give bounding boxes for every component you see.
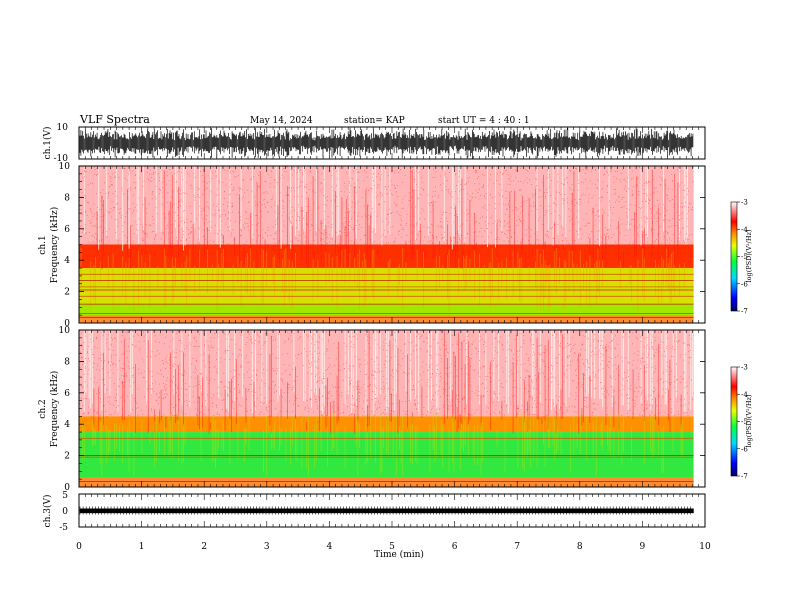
start-ut-label: start UT = 4 : 40 : 1 (438, 116, 530, 126)
time-tick-label-5: 5 (389, 542, 395, 552)
ch1-colorbar: -3 -4 -5 -6 -7 log(PSD)(V²/Hz) (730, 199, 753, 316)
time-tick-label-6: 6 (452, 542, 458, 552)
ch3-ytick-bottom: -5 (59, 523, 68, 533)
time-axis-ticks (78, 127, 706, 527)
band-2 (79, 268, 694, 305)
no-data-tail (693, 330, 705, 487)
time-axis-labels: 0 1 2 3 4 5 6 7 8 9 10 (76, 542, 711, 552)
station-label: station= KAP (344, 116, 405, 126)
ytick-label: 4 (64, 256, 70, 266)
ch2-spectrogram-yticks: 0 2 4 6 8 10 (59, 326, 705, 493)
band-1 (79, 304, 694, 316)
colorbar-tick-label: -3 (741, 364, 748, 372)
colorbar-tick-label: -4 (741, 391, 748, 399)
colorbar-tick-label: -5 (741, 418, 748, 426)
band-3 (79, 244, 694, 269)
colorbar-tick-label: -6 (741, 280, 748, 288)
band-low-lines (79, 315, 694, 323)
figure-title: VLF Spectra (79, 113, 150, 126)
time-tick-label-2: 2 (201, 542, 207, 552)
ytick-label: 4 (64, 420, 70, 430)
colorbar-tick-label: -5 (741, 253, 748, 261)
ch2-colorbar: -3 -4 -5 -6 -7 log(PSD)(V²/Hz) (730, 364, 753, 481)
time-axis-label: Time (min) (374, 549, 424, 560)
ch1-ytick-top: 10 (57, 123, 69, 133)
streaks-white (83, 330, 693, 415)
ch2-colorbar-label: log(PSD)(V²/Hz) (745, 394, 753, 447)
ch2-spectrogram-ylabel-frequency: Frequency (kHz) (49, 371, 60, 448)
ch1-colorbar-label: log(PSD)(V²/Hz) (745, 229, 753, 282)
ytick-label: 2 (64, 452, 70, 462)
ch1-spectrogram-panel: 0 2 4 6 8 10 ch.1 Frequency (kHz) -3 -4 -5 -6 -7 … (38, 162, 753, 329)
time-tick-label-9: 9 (640, 542, 646, 552)
ch3-waveform-ylabel: ch.3(V) (42, 495, 53, 528)
ch2-colorbar-scale (730, 366, 738, 477)
colorbar-tick-label: -3 (741, 199, 748, 207)
ch2-spectrogram-panel: 0 2 4 6 8 10 ch.2 Frequency (kHz) -3 -4 -5 -6 -7 … (38, 326, 753, 493)
ch3-waveform-trace (79, 493, 694, 528)
band-low-lines (79, 477, 694, 487)
ytick-label: 8 (64, 357, 70, 367)
ch1-colorbar-scale (730, 201, 738, 312)
time-tick-label-8: 8 (577, 542, 583, 552)
no-data-tail (693, 166, 705, 323)
ytick-label: 8 (64, 193, 70, 203)
ytick-label: 0 (64, 483, 70, 493)
time-tick-label-10: 10 (699, 542, 711, 552)
ch1-waveform-ylabel: ch.1(V) (42, 127, 53, 160)
ytick-label: 10 (59, 326, 71, 336)
colorbar-tick-label: -6 (741, 445, 748, 453)
colorbar-tick-label: -7 (741, 308, 748, 316)
time-tick-label-3: 3 (264, 542, 270, 552)
colorbar-tick-label: -4 (741, 226, 748, 234)
ytick-label: 6 (64, 225, 70, 235)
date-label: May 14, 2024 (250, 116, 313, 126)
ch2-spectrogram-ylabel-channel: ch.2 (38, 399, 48, 418)
ch2-spectrogram-image (79, 329, 705, 487)
ch1-ytick-bottom: -10 (54, 154, 69, 164)
time-tick-label-1: 1 (139, 542, 145, 552)
ch3-ytick-top: 5 (62, 491, 68, 501)
time-tick-label-4: 4 (327, 542, 333, 552)
ytick-label: 10 (59, 162, 71, 172)
ch1-spectrogram-ylabel-frequency: Frequency (kHz) (49, 207, 60, 284)
streaks-red (93, 330, 682, 434)
ch3-ytick-mid: 0 (62, 507, 68, 517)
band-upper (79, 166, 694, 245)
time-tick-label-0: 0 (76, 542, 82, 552)
ytick-label: 6 (64, 389, 70, 399)
time-tick-label-7: 7 (514, 542, 520, 552)
ch1-waveform-line (79, 127, 694, 159)
ytick-label: 2 (64, 288, 70, 298)
ch1-spectrogram-image (79, 165, 705, 323)
colorbar-tick-label: -7 (741, 473, 748, 481)
ch1-spectrogram-ylabel-channel: ch.1 (38, 235, 48, 254)
ytick-label: 0 (64, 319, 70, 329)
ch1-spectrogram-yticks: 0 2 4 6 8 10 (59, 162, 705, 329)
ch1-waveform-trace (79, 127, 694, 159)
